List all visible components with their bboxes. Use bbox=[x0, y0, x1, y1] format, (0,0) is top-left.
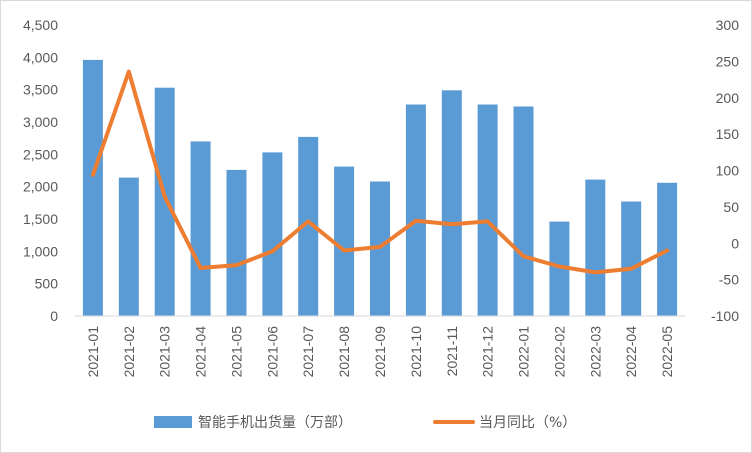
right-tick-label: 200 bbox=[716, 90, 740, 106]
x-tick-label: 2021-05 bbox=[229, 326, 245, 378]
x-tick-label: 2021-09 bbox=[372, 326, 388, 378]
x-tick-label: 2022-02 bbox=[551, 326, 567, 378]
x-tick-label: 2021-10 bbox=[408, 326, 424, 378]
bar bbox=[226, 169, 247, 316]
bar bbox=[441, 90, 462, 316]
right-tick-label: -50 bbox=[719, 272, 739, 288]
bar-series bbox=[82, 59, 678, 317]
x-tick-label: 2022-05 bbox=[659, 326, 675, 378]
legend: 智能手机出货量（万部） 当月同比（%） bbox=[154, 414, 576, 431]
x-tick-label: 2022-04 bbox=[623, 326, 639, 378]
right-tick-label: 50 bbox=[723, 199, 739, 215]
right-tick-label: 250 bbox=[716, 53, 740, 69]
left-tick-label: 3,000 bbox=[23, 114, 58, 130]
yoy-line bbox=[90, 69, 670, 275]
x-tick-label: 2021-12 bbox=[480, 326, 496, 378]
right-axis-ticks: -100 -50 0 50 100 150 200 250 300 bbox=[711, 17, 739, 324]
legend-bar-label: 智能手机出货量（万部） bbox=[198, 414, 352, 431]
line-series bbox=[90, 69, 670, 275]
right-tick-label: 0 bbox=[731, 235, 739, 251]
right-tick-label: 100 bbox=[716, 163, 740, 179]
left-tick-label: 1,500 bbox=[23, 211, 58, 227]
left-axis-ticks: 0 500 1,000 1,500 2,000 2,500 3,000 3,500 4,000 4… bbox=[23, 17, 58, 324]
bar bbox=[477, 104, 498, 316]
x-tick-label: 2021-04 bbox=[193, 326, 209, 378]
x-tick-label: 2021-07 bbox=[300, 326, 316, 378]
bar bbox=[405, 104, 426, 316]
x-tick-label: 2021-08 bbox=[336, 326, 352, 378]
bar bbox=[190, 141, 211, 316]
right-tick-label: -100 bbox=[711, 308, 739, 324]
bar bbox=[334, 166, 355, 316]
x-tick-label: 2021-11 bbox=[444, 326, 460, 377]
bar bbox=[585, 179, 606, 316]
bar bbox=[549, 221, 570, 316]
left-tick-label: 4,500 bbox=[23, 17, 58, 33]
bar bbox=[154, 87, 175, 316]
left-tick-label: 2,500 bbox=[23, 146, 58, 162]
legend-line-label: 当月同比（%） bbox=[479, 415, 576, 431]
x-tick-label: 2021-03 bbox=[157, 326, 173, 378]
left-tick-label: 1,000 bbox=[23, 243, 58, 259]
left-tick-label: 3,500 bbox=[23, 82, 58, 98]
x-axis-ticks: 2021-01 2021-02 2021-03 2021-04 2021-05 2021-… bbox=[85, 326, 675, 378]
left-tick-label: 2,000 bbox=[23, 179, 58, 195]
left-tick-label: 500 bbox=[35, 276, 59, 292]
right-tick-label: 150 bbox=[716, 126, 740, 142]
x-tick-label: 2022-03 bbox=[587, 326, 603, 378]
left-tick-label: 0 bbox=[50, 308, 58, 324]
bar bbox=[82, 59, 103, 317]
left-tick-label: 4,000 bbox=[23, 49, 58, 65]
bar bbox=[621, 201, 642, 316]
bar bbox=[262, 152, 283, 316]
bar bbox=[513, 106, 534, 316]
x-tick-label: 2021-06 bbox=[264, 326, 280, 378]
bar bbox=[118, 177, 139, 316]
legend-bar-swatch bbox=[154, 416, 192, 428]
x-tick-label: 2021-02 bbox=[121, 326, 137, 378]
x-tick-label: 2021-01 bbox=[85, 326, 101, 378]
x-tick-label: 2022-01 bbox=[516, 326, 532, 378]
right-tick-label: 300 bbox=[716, 17, 740, 33]
bar bbox=[298, 136, 319, 316]
